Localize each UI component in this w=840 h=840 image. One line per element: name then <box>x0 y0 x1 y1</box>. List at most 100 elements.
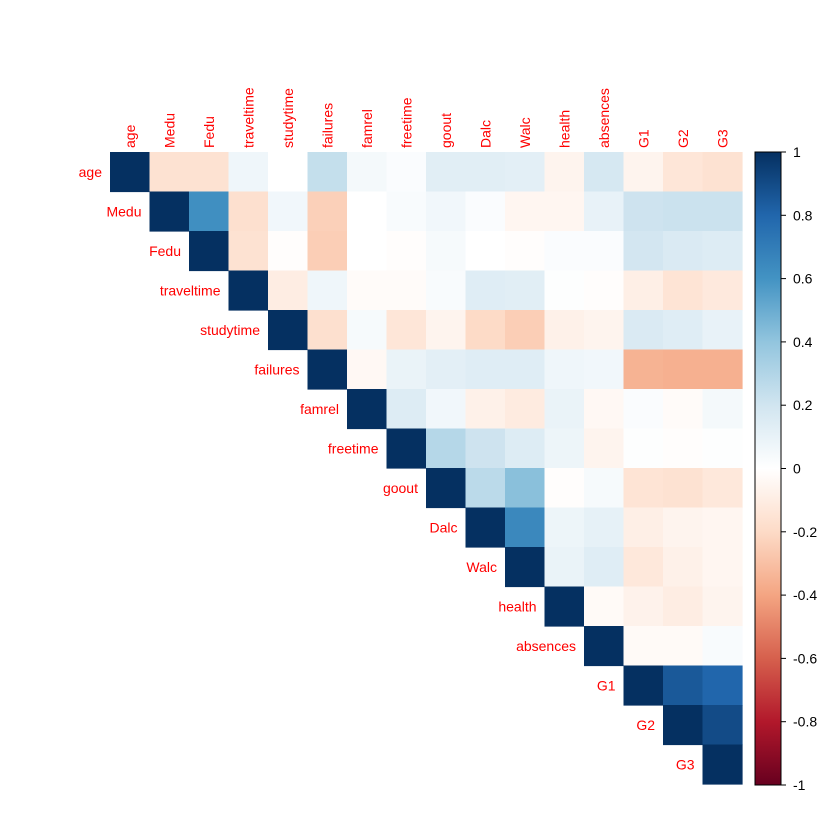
heatmap-cell-studytime-G2 <box>663 310 704 351</box>
heatmap-cell-G2-G2 <box>663 705 704 746</box>
heatmap-cell-freetime-G3 <box>702 428 743 469</box>
heatmap-cell-Fedu-traveltime <box>228 231 269 272</box>
heatmap-cell-absences-G2 <box>663 626 704 667</box>
heatmap-cell-Fedu-freetime <box>386 231 427 272</box>
heatmap-cell-Fedu-G2 <box>663 231 704 272</box>
heatmap-cell-studytime-absences <box>584 310 625 351</box>
color-legend-tick-label: 0.4 <box>793 334 813 350</box>
heatmap-cell-age-Medu <box>149 152 190 193</box>
heatmap-cell-failures-goout <box>426 349 467 390</box>
color-legend-ticks: 1 0.8 0.6 0.4 0.2 0 -0.2 -0.4 -0.6 -0.8 -1 <box>781 144 817 793</box>
heatmap-cell-Medu-G3 <box>702 191 743 232</box>
heatmap-cell-Walc-Walc <box>505 547 546 588</box>
heatmap-cell-goout-Dalc <box>465 468 506 509</box>
heatmap-cell-Walc-G3 <box>702 547 743 588</box>
heatmap-cells <box>110 152 743 785</box>
heatmap-cell-freetime-Dalc <box>465 428 506 469</box>
row-label-traveltime: traveltime <box>160 282 221 298</box>
column-label-absences: absences <box>596 88 612 148</box>
heatmap-cell-goout-G2 <box>663 468 704 509</box>
color-legend: 1 0.8 0.6 0.4 0.2 0 -0.2 -0.4 -0.6 -0.8 -1 <box>754 144 817 793</box>
heatmap-cell-studytime-goout <box>426 310 467 351</box>
heatmap-cell-failures-Walc <box>505 349 546 390</box>
heatmap-cell-famrel-Dalc <box>465 389 506 430</box>
heatmap-cell-traveltime-absences <box>584 270 625 311</box>
heatmap-cell-traveltime-traveltime <box>228 270 269 311</box>
heatmap-cell-traveltime-failures <box>307 270 348 311</box>
heatmap-cell-goout-absences <box>584 468 625 509</box>
heatmap-cell-famrel-absences <box>584 389 625 430</box>
heatmap-cell-traveltime-G3 <box>702 270 743 311</box>
column-label-Fedu: Fedu <box>201 116 217 148</box>
column-labels: age Medu Fedu traveltime studytime failures fa… <box>122 87 731 148</box>
column-label-Dalc: Dalc <box>477 120 493 148</box>
heatmap-cell-famrel-freetime <box>386 389 427 430</box>
column-label-goout: goout <box>438 113 454 148</box>
heatmap-cell-famrel-famrel <box>347 389 388 430</box>
heatmap-cell-Fedu-goout <box>426 231 467 272</box>
color-legend-tick-label: 0.2 <box>793 397 813 413</box>
heatmap-cell-failures-health <box>544 349 585 390</box>
heatmap-cell-age-age <box>110 152 151 193</box>
heatmap-cell-goout-goout <box>426 468 467 509</box>
heatmap-cell-Dalc-Dalc <box>465 507 506 548</box>
heatmap-cell-traveltime-studytime <box>268 270 309 311</box>
heatmap-cell-traveltime-freetime <box>386 270 427 311</box>
heatmap-cell-goout-G3 <box>702 468 743 509</box>
column-label-G3: G3 <box>714 129 730 148</box>
heatmap-cell-Medu-freetime <box>386 191 427 232</box>
heatmap-cell-G1-G2 <box>663 665 704 706</box>
heatmap-cell-Dalc-G3 <box>702 507 743 548</box>
heatmap-cell-studytime-famrel <box>347 310 388 351</box>
heatmap-cell-famrel-G2 <box>663 389 704 430</box>
heatmap-cell-traveltime-famrel <box>347 270 388 311</box>
heatmap-cell-freetime-absences <box>584 428 625 469</box>
heatmap-cell-studytime-freetime <box>386 310 427 351</box>
row-label-failures: failures <box>254 361 299 377</box>
heatmap-cell-failures-freetime <box>386 349 427 390</box>
heatmap-cell-Medu-traveltime <box>228 191 269 232</box>
heatmap-cell-health-health <box>544 586 585 627</box>
heatmap-cell-G3-G3 <box>702 744 743 785</box>
heatmap-cell-freetime-goout <box>426 428 467 469</box>
heatmap-cell-age-Dalc <box>465 152 506 193</box>
column-label-freetime: freetime <box>398 97 414 148</box>
heatmap-cell-health-G3 <box>702 586 743 627</box>
heatmap-cell-failures-G1 <box>623 349 664 390</box>
row-label-G1: G1 <box>597 677 616 693</box>
heatmap-cell-freetime-health <box>544 428 585 469</box>
heatmap-cell-traveltime-Walc <box>505 270 546 311</box>
heatmap-cell-Fedu-Dalc <box>465 231 506 272</box>
row-label-freetime: freetime <box>328 440 379 456</box>
heatmap-cell-Medu-goout <box>426 191 467 232</box>
heatmap-cell-age-G1 <box>623 152 664 193</box>
heatmap-cell-Medu-famrel <box>347 191 388 232</box>
heatmap-cell-traveltime-goout <box>426 270 467 311</box>
row-label-G3: G3 <box>676 756 695 772</box>
heatmap-cell-age-G3 <box>702 152 743 193</box>
heatmap-cell-Fedu-studytime <box>268 231 309 272</box>
row-label-G2: G2 <box>636 717 655 733</box>
heatmap-cell-age-famrel <box>347 152 388 193</box>
heatmap-cell-Walc-absences <box>584 547 625 588</box>
heatmap-cell-Medu-Walc <box>505 191 546 232</box>
row-label-Fedu: Fedu <box>149 243 181 259</box>
heatmap-cell-studytime-G3 <box>702 310 743 351</box>
column-label-health: health <box>556 110 572 148</box>
heatmap-cell-absences-G3 <box>702 626 743 667</box>
row-label-studytime: studytime <box>200 322 260 338</box>
heatmap-cell-Walc-G2 <box>663 547 704 588</box>
column-label-age: age <box>122 124 138 148</box>
color-legend-tick-label: -1 <box>793 777 806 793</box>
heatmap-cell-age-Walc <box>505 152 546 193</box>
heatmap-cell-age-Fedu <box>189 152 230 193</box>
heatmap-cell-famrel-G3 <box>702 389 743 430</box>
heatmap-cell-age-failures <box>307 152 348 193</box>
heatmap-cell-studytime-studytime <box>268 310 309 351</box>
heatmap-cell-health-G1 <box>623 586 664 627</box>
color-legend-tick-label: 0 <box>793 461 801 477</box>
heatmap-cell-failures-famrel <box>347 349 388 390</box>
heatmap-cell-Fedu-G3 <box>702 231 743 272</box>
heatmap-cell-goout-health <box>544 468 585 509</box>
